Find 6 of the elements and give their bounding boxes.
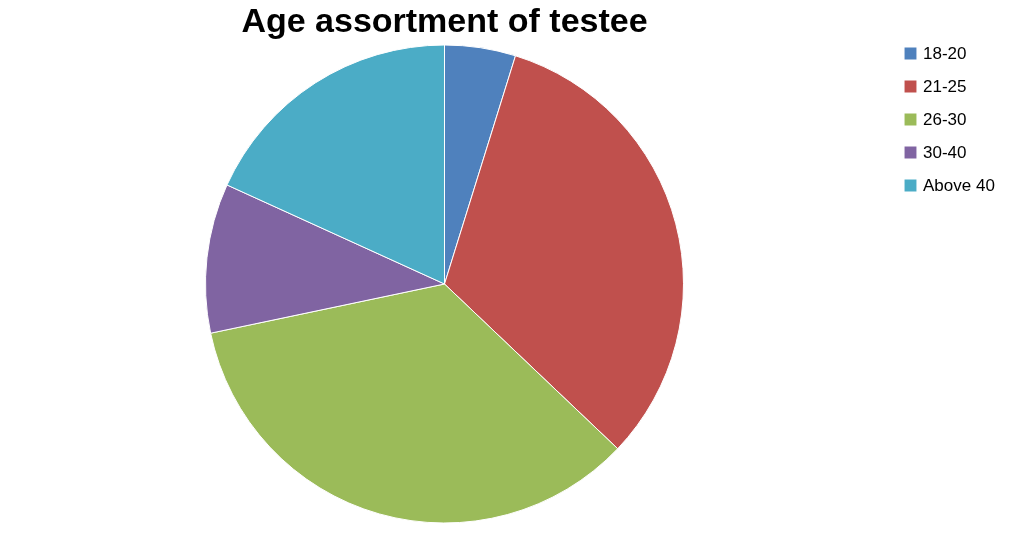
chart-title: Age assortment of testee: [241, 1, 648, 39]
legend-label: 30-40: [923, 142, 967, 162]
legend-label: Above 40: [923, 175, 995, 195]
legend-label: 18-20: [923, 43, 967, 63]
legend-label: 21-25: [923, 76, 967, 96]
legend-label: 26-30: [923, 109, 967, 129]
